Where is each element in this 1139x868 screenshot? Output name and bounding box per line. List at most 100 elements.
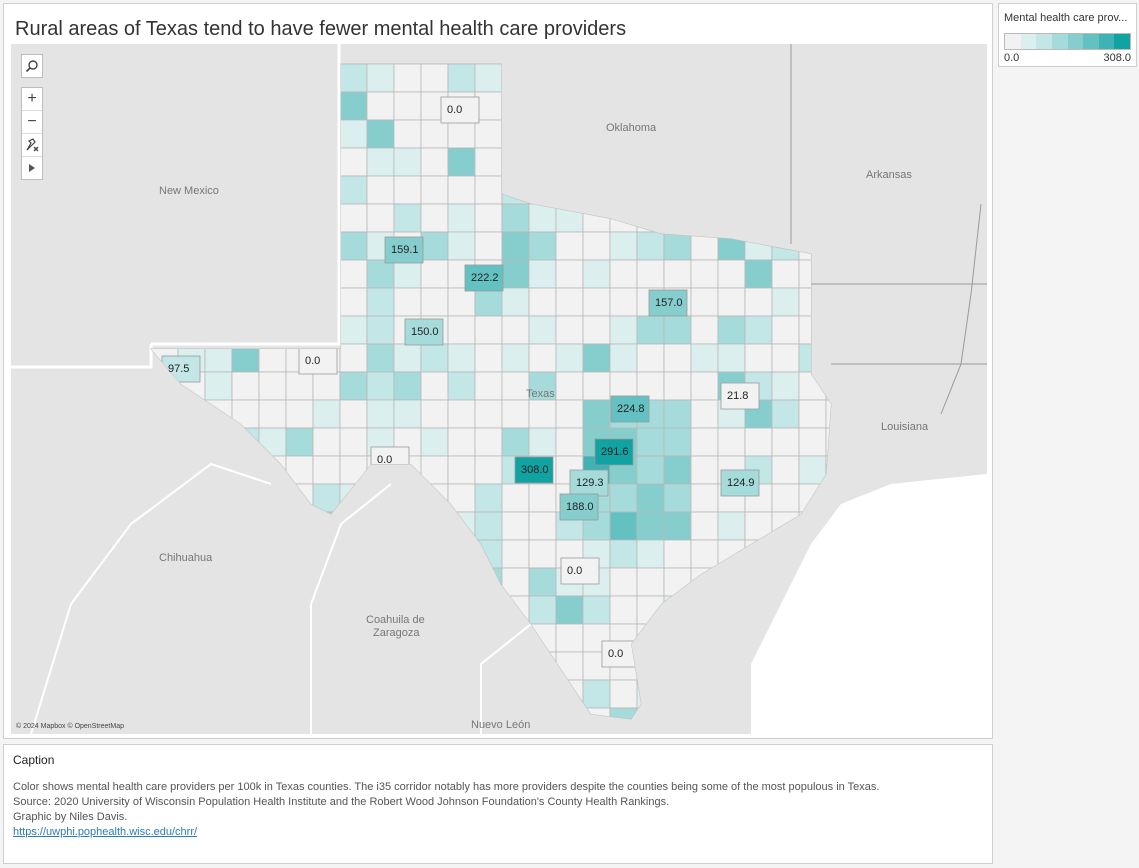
county-cell[interactable] — [393, 371, 422, 401]
county-cell[interactable] — [528, 203, 557, 233]
county-cell[interactable] — [771, 371, 800, 401]
county-cell[interactable] — [366, 119, 395, 149]
county-cell[interactable] — [798, 427, 827, 457]
county-cell[interactable] — [528, 371, 557, 401]
county-highlight[interactable] — [464, 264, 504, 292]
county-cell[interactable] — [312, 371, 341, 401]
county-cell[interactable] — [771, 259, 800, 289]
county-highlight[interactable] — [559, 493, 599, 521]
county-cell[interactable] — [366, 147, 395, 177]
county-cell[interactable] — [420, 427, 449, 457]
county-cell[interactable] — [528, 231, 557, 261]
county-cell[interactable] — [636, 455, 665, 485]
county-cell[interactable] — [447, 203, 476, 233]
county-cell[interactable] — [393, 287, 422, 317]
county-cell[interactable] — [771, 483, 800, 513]
county-cell[interactable] — [555, 371, 584, 401]
county-cell[interactable] — [636, 539, 665, 569]
county-cell[interactable] — [501, 427, 530, 457]
county-cell[interactable] — [825, 399, 853, 429]
county-cell[interactable] — [744, 315, 773, 345]
county-cell[interactable] — [771, 455, 800, 485]
county-cell[interactable] — [771, 399, 800, 429]
county-cell[interactable] — [501, 287, 530, 317]
county-cell[interactable] — [366, 91, 395, 121]
county-cell[interactable] — [339, 315, 368, 345]
county-cell[interactable] — [501, 203, 530, 233]
search-control[interactable] — [21, 54, 43, 78]
county-cell[interactable] — [447, 427, 476, 457]
county-cell[interactable] — [366, 64, 395, 93]
county-cell[interactable] — [636, 371, 665, 401]
county-cell[interactable] — [285, 371, 314, 401]
county-cell[interactable] — [663, 371, 692, 401]
county-cell[interactable] — [501, 371, 530, 401]
county-cell[interactable] — [798, 399, 827, 429]
county-cell[interactable] — [582, 287, 611, 317]
search-icon[interactable] — [22, 55, 42, 77]
county-highlight[interactable] — [648, 289, 688, 317]
county-cell[interactable] — [528, 259, 557, 289]
county-cell[interactable] — [366, 175, 395, 205]
county-cell[interactable] — [717, 287, 746, 317]
county-cell[interactable] — [744, 427, 773, 457]
county-cell[interactable] — [771, 315, 800, 345]
county-cell[interactable] — [447, 287, 476, 317]
county-cell[interactable] — [285, 427, 314, 457]
county-cell[interactable] — [501, 231, 530, 261]
zoom-in-icon[interactable]: + — [27, 90, 37, 107]
county-cell[interactable] — [690, 483, 719, 513]
county-highlight[interactable] — [298, 347, 338, 375]
county-cell[interactable] — [312, 455, 341, 485]
county-cell[interactable] — [582, 315, 611, 345]
county-cell[interactable] — [501, 315, 530, 345]
county-cell[interactable] — [447, 399, 476, 429]
county-cell[interactable] — [609, 343, 638, 373]
county-highlight[interactable] — [514, 456, 554, 484]
county-cell[interactable] — [339, 259, 368, 289]
county-cell[interactable] — [690, 539, 719, 569]
county-cell[interactable] — [690, 399, 719, 429]
county-cell[interactable] — [717, 511, 746, 541]
county-cell[interactable] — [474, 147, 503, 177]
county-cell[interactable] — [339, 399, 368, 429]
county-cell[interactable] — [609, 567, 638, 597]
county-cell[interactable] — [771, 427, 800, 457]
zoom-out-icon[interactable]: − — [27, 113, 37, 130]
county-cell[interactable] — [474, 427, 503, 457]
county-cell[interactable] — [609, 259, 638, 289]
county-cell[interactable] — [609, 679, 638, 709]
county-cell[interactable] — [609, 315, 638, 345]
county-cell[interactable] — [528, 539, 557, 569]
county-cell[interactable] — [231, 371, 260, 401]
county-cell[interactable] — [717, 427, 746, 457]
county-cell[interactable] — [312, 399, 341, 429]
county-cell[interactable] — [393, 147, 422, 177]
county-cell[interactable] — [474, 399, 503, 429]
county-highlight[interactable] — [720, 469, 760, 497]
county-cell[interactable] — [555, 315, 584, 345]
county-highlight[interactable] — [569, 469, 609, 497]
county-cell[interactable] — [663, 511, 692, 541]
county-cell[interactable] — [420, 259, 449, 289]
county-cell[interactable] — [393, 343, 422, 373]
county-highlight[interactable] — [560, 557, 600, 585]
county-cell[interactable] — [771, 287, 800, 317]
county-cell[interactable] — [582, 371, 611, 401]
county-cell[interactable] — [555, 595, 584, 625]
county-cell[interactable] — [447, 64, 476, 93]
county-cell[interactable] — [717, 343, 746, 373]
county-cell[interactable] — [609, 483, 638, 513]
county-cell[interactable] — [447, 147, 476, 177]
county-cell[interactable] — [555, 231, 584, 261]
county-cell[interactable] — [609, 287, 638, 317]
county-cell[interactable] — [366, 259, 395, 289]
county-cell[interactable] — [339, 287, 368, 317]
county-cell[interactable] — [258, 371, 287, 401]
county-cell[interactable] — [474, 287, 503, 317]
county-cell[interactable] — [636, 259, 665, 289]
county-cell[interactable] — [366, 315, 395, 345]
county-cell[interactable] — [609, 707, 638, 734]
county-cell[interactable] — [663, 343, 692, 373]
county-cell[interactable] — [501, 343, 530, 373]
